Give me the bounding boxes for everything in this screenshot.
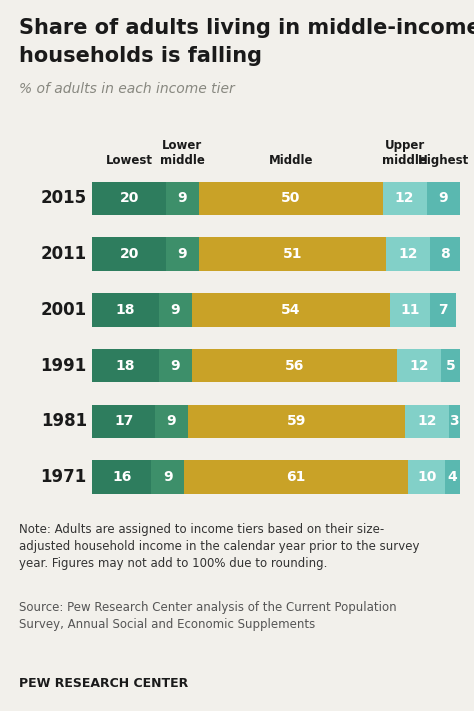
Text: 9: 9 [170, 358, 180, 373]
Bar [184, 460, 408, 493]
Bar [430, 293, 456, 326]
Text: 18: 18 [116, 303, 135, 317]
Text: 18: 18 [116, 358, 135, 373]
Bar [155, 405, 188, 438]
Bar [405, 405, 449, 438]
Text: Middle: Middle [269, 154, 313, 167]
Bar [92, 460, 151, 493]
Bar [158, 293, 191, 326]
Text: 9: 9 [438, 191, 448, 205]
Text: 10: 10 [417, 470, 437, 484]
Bar [199, 237, 386, 271]
Text: 1981: 1981 [41, 412, 87, 430]
Bar [166, 237, 199, 271]
Text: 3: 3 [449, 415, 459, 428]
Text: 56: 56 [285, 358, 304, 373]
Bar [449, 405, 460, 438]
Text: households is falling: households is falling [19, 46, 262, 66]
Text: 54: 54 [281, 303, 301, 317]
Bar [166, 182, 199, 215]
Text: 9: 9 [178, 247, 187, 261]
Text: 51: 51 [283, 247, 302, 261]
Text: 1991: 1991 [41, 357, 87, 375]
Bar [92, 349, 158, 383]
Bar [92, 405, 155, 438]
Text: 20: 20 [119, 247, 139, 261]
Bar [199, 182, 383, 215]
Bar [386, 237, 430, 271]
Text: 2011: 2011 [41, 245, 87, 263]
Text: Upper
middle: Upper middle [382, 139, 427, 167]
Text: % of adults in each income tier: % of adults in each income tier [19, 82, 235, 96]
Bar [408, 460, 445, 493]
Text: 59: 59 [287, 415, 306, 428]
Bar [92, 293, 158, 326]
Bar [383, 182, 427, 215]
Text: 17: 17 [114, 415, 133, 428]
Text: Lower
middle: Lower middle [160, 139, 205, 167]
Text: PEW RESEARCH CENTER: PEW RESEARCH CENTER [19, 677, 188, 690]
Text: 12: 12 [395, 191, 414, 205]
Text: 8: 8 [440, 247, 450, 261]
Bar [151, 460, 184, 493]
Text: 9: 9 [178, 191, 187, 205]
Bar [188, 405, 405, 438]
Text: 50: 50 [281, 191, 301, 205]
Text: 61: 61 [287, 470, 306, 484]
Bar [427, 182, 460, 215]
Text: 2001: 2001 [41, 301, 87, 319]
Bar [191, 293, 390, 326]
Bar [445, 460, 460, 493]
Text: Lowest: Lowest [106, 154, 153, 167]
Text: 20: 20 [119, 191, 139, 205]
Text: 12: 12 [410, 358, 429, 373]
Text: 12: 12 [399, 247, 418, 261]
Bar [191, 349, 397, 383]
Text: Share of adults living in middle-income: Share of adults living in middle-income [19, 18, 474, 38]
Text: Highest: Highest [418, 154, 469, 167]
Text: 2015: 2015 [41, 190, 87, 208]
Text: 7: 7 [438, 303, 448, 317]
Text: 12: 12 [417, 415, 437, 428]
Text: 9: 9 [166, 415, 176, 428]
Text: 11: 11 [401, 303, 420, 317]
Bar [92, 237, 166, 271]
Text: 1971: 1971 [41, 468, 87, 486]
Bar [92, 182, 166, 215]
Text: 9: 9 [163, 470, 173, 484]
Text: Note: Adults are assigned to income tiers based on their size-
adjusted househol: Note: Adults are assigned to income tier… [19, 523, 419, 570]
Bar [158, 349, 191, 383]
Bar [390, 293, 430, 326]
Bar [430, 237, 460, 271]
Text: 5: 5 [446, 358, 456, 373]
Bar [441, 349, 460, 383]
Text: 16: 16 [112, 470, 131, 484]
Text: 4: 4 [447, 470, 457, 484]
Text: Source: Pew Research Center analysis of the Current Population
Survey, Annual So: Source: Pew Research Center analysis of … [19, 601, 397, 631]
Text: 9: 9 [170, 303, 180, 317]
Bar [397, 349, 441, 383]
